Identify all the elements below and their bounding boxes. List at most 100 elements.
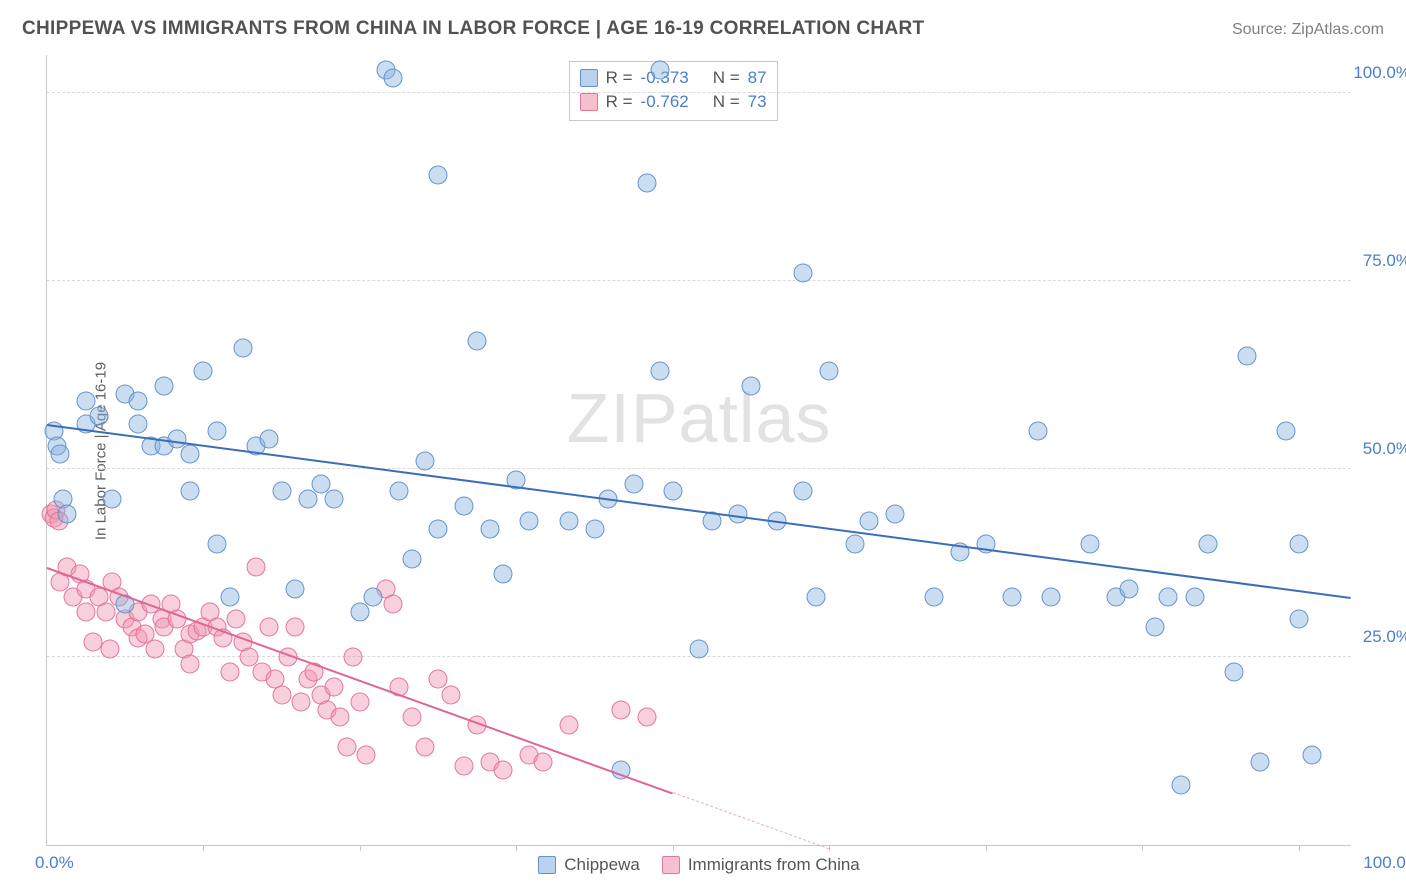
data-point: [155, 377, 174, 396]
data-point: [285, 617, 304, 636]
data-point: [559, 512, 578, 531]
data-point: [390, 482, 409, 501]
r-label: R =: [606, 68, 633, 88]
data-point: [663, 482, 682, 501]
gridline: [47, 92, 1351, 93]
data-point: [207, 422, 226, 441]
data-point: [1146, 617, 1165, 636]
data-point: [220, 587, 239, 606]
data-point: [233, 339, 252, 358]
data-point: [181, 482, 200, 501]
data-point: [416, 738, 435, 757]
x-tick: [986, 845, 987, 851]
data-point: [650, 362, 669, 381]
data-point: [1120, 580, 1139, 599]
x-tick: [203, 845, 204, 851]
data-point: [344, 647, 363, 666]
data-point: [337, 738, 356, 757]
data-point: [455, 757, 474, 776]
data-point: [742, 377, 761, 396]
y-tick-label: 100.0%: [1353, 63, 1406, 83]
data-point: [324, 489, 343, 508]
data-point: [494, 760, 513, 779]
data-point: [324, 678, 343, 697]
chart-area: In Labor Force | Age 16-19 ZIPatlas R = …: [46, 55, 1351, 846]
x-axis-max: 100.0%: [1363, 853, 1406, 873]
data-point: [637, 173, 656, 192]
data-point: [807, 587, 826, 606]
data-point: [1002, 587, 1021, 606]
data-point: [298, 489, 317, 508]
data-point: [350, 602, 369, 621]
data-point: [1289, 610, 1308, 629]
data-point: [820, 362, 839, 381]
data-point: [227, 610, 246, 629]
y-tick-label: 25.0%: [1363, 627, 1406, 647]
data-point: [350, 693, 369, 712]
x-tick: [1142, 845, 1143, 851]
data-point: [103, 489, 122, 508]
data-point: [364, 587, 383, 606]
swatch-blue-icon: [580, 69, 598, 87]
n-value-blue: 87: [748, 68, 767, 88]
data-point: [77, 602, 96, 621]
data-point: [1029, 422, 1048, 441]
data-point: [272, 482, 291, 501]
data-point: [1185, 587, 1204, 606]
data-point: [246, 557, 265, 576]
data-point: [383, 68, 402, 87]
legend-label: Immigrants from China: [688, 855, 860, 875]
data-point: [846, 535, 865, 554]
data-point: [416, 452, 435, 471]
data-point: [403, 708, 422, 727]
data-point: [1081, 535, 1100, 554]
swatch-blue-icon: [538, 856, 556, 874]
data-point: [100, 640, 119, 659]
data-point: [1198, 535, 1217, 554]
data-point: [383, 595, 402, 614]
data-point: [429, 166, 448, 185]
data-point: [272, 685, 291, 704]
watermark-bold: ZIP: [567, 379, 679, 457]
watermark: ZIPatlas: [567, 378, 832, 458]
swatch-pink-icon: [580, 93, 598, 111]
data-point: [624, 474, 643, 493]
x-tick: [360, 845, 361, 851]
data-point: [1276, 422, 1295, 441]
data-point: [442, 685, 461, 704]
chart-title: CHIPPEWA VS IMMIGRANTS FROM CHINA IN LAB…: [22, 18, 924, 40]
n-label: N =: [713, 68, 740, 88]
data-point: [96, 602, 115, 621]
data-point: [57, 504, 76, 523]
data-point: [259, 617, 278, 636]
data-point: [292, 693, 311, 712]
data-point: [1224, 662, 1243, 681]
data-point: [794, 482, 813, 501]
data-point: [1250, 753, 1269, 772]
n-label: N =: [713, 92, 740, 112]
data-point: [1237, 346, 1256, 365]
data-point: [468, 331, 487, 350]
stats-row-pink: R = -0.762 N = 73: [580, 90, 767, 114]
data-point: [207, 535, 226, 554]
data-point: [494, 565, 513, 584]
gridline: [47, 468, 1351, 469]
data-point: [285, 580, 304, 599]
data-point: [181, 655, 200, 674]
stats-row-blue: R = -0.373 N = 87: [580, 66, 767, 90]
data-point: [611, 700, 630, 719]
data-point: [455, 497, 474, 516]
x-tick: [1299, 845, 1300, 851]
data-point: [181, 444, 200, 463]
r-value-pink: -0.762: [641, 92, 689, 112]
data-point: [794, 264, 813, 283]
n-value-pink: 73: [748, 92, 767, 112]
data-point: [859, 512, 878, 531]
data-point: [1042, 587, 1061, 606]
data-point: [259, 429, 278, 448]
data-point: [533, 753, 552, 772]
data-point: [481, 520, 500, 539]
data-point: [559, 715, 578, 734]
data-point: [637, 708, 656, 727]
source-label: Source: ZipAtlas.com: [1232, 21, 1384, 39]
